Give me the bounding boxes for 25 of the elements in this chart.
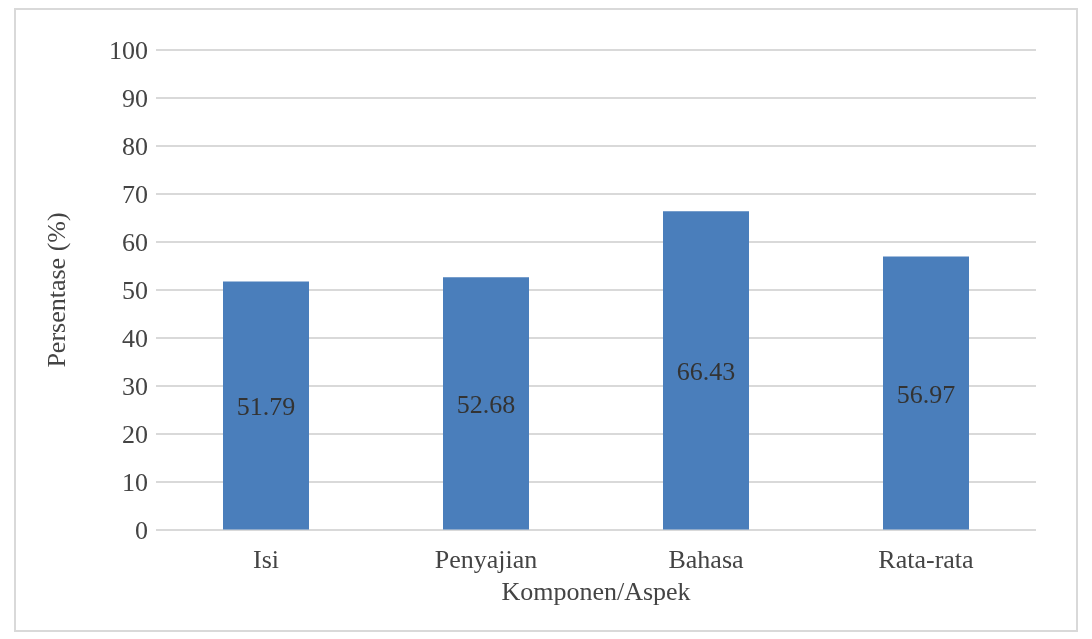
- y-tick-label: 80: [122, 132, 148, 162]
- y-tick-label: 10: [122, 468, 148, 498]
- y-tick-label: 60: [122, 228, 148, 258]
- y-tick-label: 40: [122, 324, 148, 354]
- x-tick-label: Bahasa: [668, 545, 744, 575]
- data-label: 56.97: [896, 379, 956, 409]
- x-tick-label: Penyajian: [434, 545, 538, 575]
- y-tick-label: 100: [109, 36, 148, 66]
- y-tick-label: 90: [122, 84, 148, 114]
- y-axis-title: Persentase (%): [42, 212, 72, 368]
- y-tick-label: 20: [122, 420, 148, 450]
- x-axis-title: Komponen/Aspek: [501, 577, 691, 606]
- data-label: 51.79: [236, 391, 296, 421]
- y-tick-label: 0: [135, 516, 148, 546]
- x-tick-label: Rata-rata: [878, 545, 975, 575]
- y-tick-label: 50: [122, 276, 148, 306]
- x-tick-label: Isi: [253, 545, 279, 575]
- bar: [883, 256, 969, 530]
- data-label: 52.68: [456, 389, 516, 419]
- data-label: 66.43: [676, 356, 736, 386]
- y-tick-label: 70: [122, 180, 148, 210]
- bar: [223, 281, 309, 530]
- bar: [443, 277, 529, 530]
- bar: [663, 211, 749, 530]
- y-tick-label: 30: [122, 372, 148, 402]
